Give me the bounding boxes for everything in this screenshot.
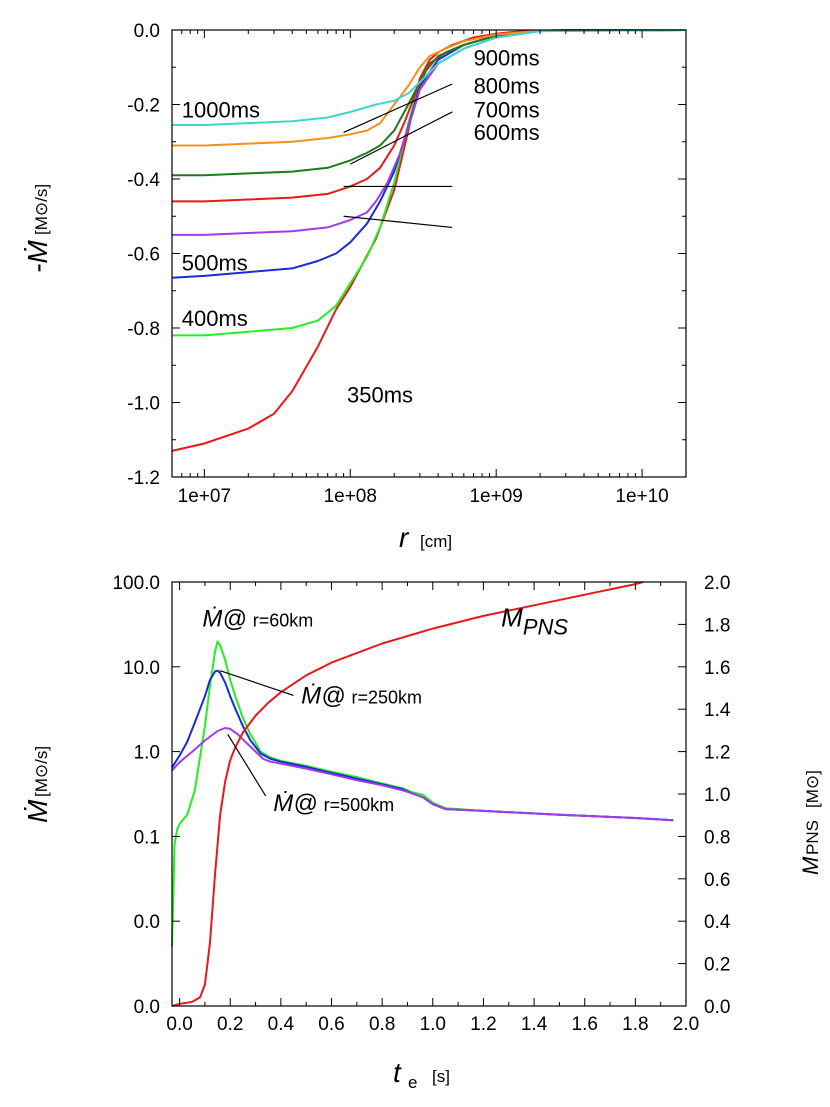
top-chart-xlabel-unit: [cm]	[420, 532, 452, 551]
top-chart-series	[171, 29, 687, 452]
bottom-x-tick-label: 0.2	[217, 1014, 243, 1035]
top-chart-ylabel-unit: [M⊙/s]	[32, 184, 51, 235]
bottom-annotation-label: MPNS	[501, 602, 568, 639]
top-chart-xlabel: r	[399, 522, 410, 553]
bottom-y-tick-label-left: 0.0	[134, 912, 160, 933]
bottom-x-tick-label: 0.0	[166, 1014, 192, 1035]
bottom-y-tick-label-left: 1.0	[134, 743, 160, 764]
bottom-x-tick-label: 0.4	[268, 1014, 295, 1035]
bottom-chart-xlabel: t	[393, 1057, 402, 1088]
bottom-y-tick-label-left: 0.0	[134, 997, 160, 1018]
bottom-series-Ṁ@ r=60km	[171, 640, 674, 947]
top-y-tick-label: -0.6	[127, 245, 160, 266]
bottom-annotation-label: Ṁ@ r=60km	[202, 605, 313, 632]
bottom-x-tick-label: 1.8	[622, 1014, 648, 1035]
bottom-y-tick-label-right: 1.8	[704, 615, 730, 636]
bottom-y-tick-label-right: 1.4	[704, 700, 731, 721]
bottom-chart: Ṁ@ r=60km Ṁ@ r=250km Ṁ@ r=500km MPNS 0.0 0.2 0.4…	[22, 573, 823, 1092]
top-annotation-label: 600ms	[474, 120, 540, 145]
bottom-x-tick-label: 2.0	[673, 1014, 699, 1035]
bottom-annotation-label: Ṁ@ r=250km	[301, 682, 422, 709]
bottom-chart-xlabel-unit: [s]	[432, 1067, 450, 1086]
bottom-y-tick-label-left: 10.0	[123, 658, 160, 679]
bottom-annotation-label: Ṁ@ r=500km	[273, 790, 394, 817]
bottom-x-tick-label: 1.2	[470, 1014, 496, 1035]
bottom-y-tick-label-right: 0.8	[704, 827, 730, 848]
top-y-tick-label: -0.8	[127, 319, 160, 340]
top-annotation-label: 500ms	[182, 250, 248, 275]
top-x-tick-label: 1e+08	[324, 486, 377, 507]
top-annotation-label: 700ms	[474, 98, 540, 123]
top-chart-axes: 1e+07 1e+08 1e+09 1e+10 -1.2 -1.0 -0.8 -0.6 -0.4…	[127, 21, 687, 507]
bottom-y-tick-label-right: 0.2	[704, 955, 730, 976]
top-y-tick-label: 0.0	[134, 21, 160, 42]
top-annotation-label: 400ms	[182, 306, 248, 331]
top-series-1000ms	[172, 29, 687, 126]
bottom-chart-y2label-unit: [M⊙]	[803, 770, 822, 808]
top-annotation-label: 900ms	[474, 45, 540, 70]
bottom-chart-annotations: Ṁ@ r=60km Ṁ@ r=250km Ṁ@ r=500km MPNS	[202, 602, 568, 817]
top-series-800ms	[172, 29, 687, 177]
bottom-y-tick-label-right: 1.0	[704, 785, 730, 806]
bottom-x-tick-label: 1.4	[521, 1014, 548, 1035]
bottom-y-tick-label-right: 1.6	[704, 658, 730, 679]
bottom-x-tick-label: 0.8	[369, 1014, 395, 1035]
top-y-tick-label: -1.2	[127, 468, 160, 489]
top-annotation-line	[349, 111, 453, 165]
bottom-y-tick-label-left: 0.1	[134, 827, 160, 848]
top-annotation-line	[343, 83, 453, 133]
bottom-x-tick-label: 1.0	[420, 1014, 446, 1035]
top-x-tick-label: 1e+09	[469, 486, 522, 507]
top-annotation-label: 1000ms	[182, 98, 260, 123]
bottom-chart-ylabel-unit: [M⊙/s]	[32, 746, 51, 797]
top-y-tick-label: -0.2	[127, 96, 160, 117]
bottom-chart-y2label-sub: PNS	[803, 820, 822, 855]
top-series-350ms	[171, 29, 686, 452]
bottom-y-tick-label-right: 0.0	[704, 997, 730, 1018]
bottom-series-M_PNS	[171, 581, 644, 1007]
top-annotation-line	[343, 215, 453, 229]
bottom-y-tick-label-right: 0.6	[704, 870, 730, 891]
bottom-annotation-line	[219, 670, 294, 696]
top-annotation-label: 350ms	[347, 383, 413, 408]
top-series-900ms	[172, 29, 687, 147]
bottom-x-tick-label: 1.6	[572, 1014, 598, 1035]
bottom-chart-series	[171, 581, 674, 1007]
bottom-y-tick-label-left: 100.0	[112, 573, 160, 594]
top-y-tick-label: -1.0	[127, 394, 160, 415]
bottom-chart-axes: 0.0 0.2 0.4 0.6 0.8 1.0 1.2 1.4 1.6 1.8 2.00.00.00…	[112, 573, 730, 1035]
bottom-series-Ṁ@ r=500km	[171, 727, 674, 822]
bottom-y-tick-label-right: 0.4	[704, 912, 731, 933]
bottom-chart-xlabel-sub: e	[408, 1073, 417, 1092]
top-x-tick-label: 1e+10	[615, 486, 668, 507]
bottom-annotation-line	[227, 733, 267, 797]
bottom-y-tick-label-right: 1.2	[704, 743, 730, 764]
top-chart-ylabel: -Ṁ	[22, 240, 53, 273]
top-y-tick-label: -0.4	[127, 170, 160, 191]
bottom-chart-ylabel: Ṁ	[22, 799, 53, 823]
bottom-x-tick-label: 0.6	[318, 1014, 344, 1035]
bottom-y-tick-label-right: 2.0	[704, 573, 730, 594]
top-x-tick-label: 1e+07	[178, 486, 231, 507]
bottom-chart-frame	[171, 581, 687, 1007]
top-annotation-label: 800ms	[474, 73, 540, 98]
bottom-chart-y2label: M	[798, 856, 823, 875]
